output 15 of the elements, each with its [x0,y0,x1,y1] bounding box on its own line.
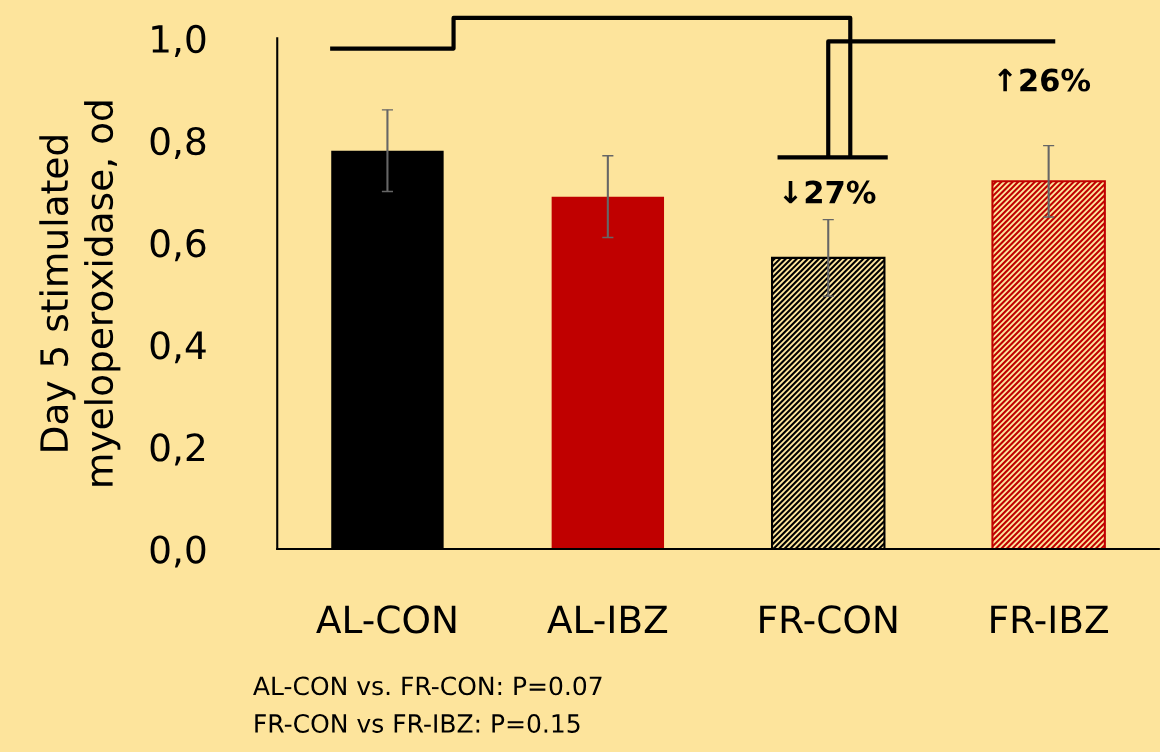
y-tick-label: 0,2 [150,433,205,466]
x-tick-label: AL-IBZ [547,605,668,634]
annotation: ↓27% [783,180,876,204]
y-tick-label: 0,0 [150,535,206,568]
text: FR-CON vs FR-IBZ: P=0.15 [255,714,580,733]
y-tick-label: 0,6 [150,229,206,262]
y-axis-title: Day 5 stimulated myeloperoxidase, od [39,101,121,486]
x-tick-label: FR-IBZ [991,605,1109,634]
text: AL-CON vs. FR-CON: P=0.07 [253,676,602,696]
annotation: ↑26% [998,68,1091,92]
y-tick-label: 1,0 [152,24,206,57]
y-tick-label: 0,4 [150,331,206,364]
y-tick-label: 0,8 [150,126,206,160]
x-tick-label: FR-CON [760,605,897,634]
x-tick-label: AL-CON [316,605,456,634]
